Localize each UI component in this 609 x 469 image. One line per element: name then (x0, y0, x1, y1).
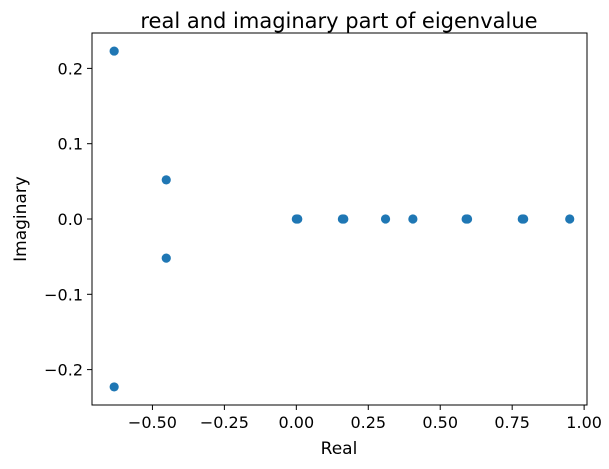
y-tick-label: −0.1 (44, 285, 83, 304)
x-axis: −0.50 −0.25 0.00 0.25 0.50 0.75 1.00 (128, 405, 602, 432)
scatter-point (408, 214, 418, 224)
y-axis-label: Imaginary (11, 176, 31, 262)
scatter-point (161, 253, 171, 263)
scatter-point (339, 214, 349, 224)
x-tick-label: 1.00 (566, 413, 602, 432)
x-tick-label: −0.25 (200, 413, 249, 432)
scatter-point (380, 214, 391, 224)
y-tick-label: 0.2 (58, 59, 83, 78)
scatter-point (462, 214, 473, 224)
scatter-point (109, 382, 119, 392)
data-points (109, 46, 575, 392)
y-tick-label: 0.0 (58, 210, 83, 229)
scatter-point (109, 46, 119, 56)
chart-title: real and imaginary part of eigenvalue (140, 9, 537, 33)
scatter-point (565, 214, 575, 224)
y-tick-label: 0.1 (58, 135, 83, 154)
scatter-point (161, 175, 171, 185)
x-tick-label: 0.25 (350, 413, 386, 432)
x-tick-label: 0.00 (279, 413, 315, 432)
x-tick-label: −0.50 (128, 413, 177, 432)
x-axis-label: Real (321, 439, 358, 459)
scatter-point (519, 214, 529, 224)
x-tick-label: 0.50 (422, 413, 458, 432)
x-tick-label: 0.75 (494, 413, 530, 432)
scatter-point (293, 214, 303, 224)
y-axis: −0.2 −0.1 0.0 0.1 0.2 (44, 59, 92, 380)
y-tick-label: −0.2 (44, 361, 83, 380)
